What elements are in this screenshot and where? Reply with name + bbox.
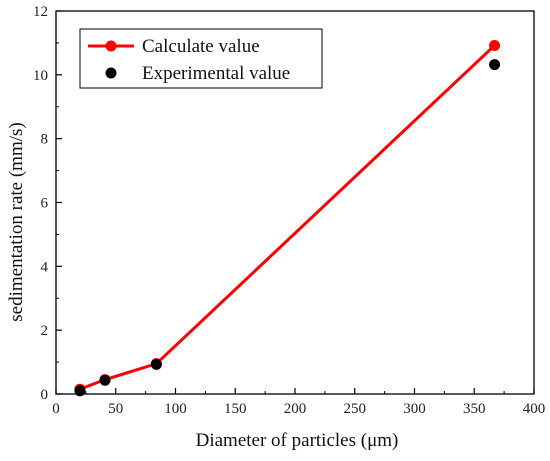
legend-box bbox=[79, 28, 323, 89]
x-tick-label-50: 50 bbox=[108, 401, 123, 417]
point-calculate-value-3 bbox=[489, 39, 501, 51]
x-tick-label-400: 400 bbox=[523, 401, 546, 417]
point-experimental-value-0 bbox=[74, 385, 86, 397]
legend-marker-experimental bbox=[105, 67, 117, 79]
legend: Calculate value Experimental value bbox=[79, 28, 323, 89]
point-experimental-value-2 bbox=[150, 358, 162, 370]
x-axis-title: Diameter of particles (μm) bbox=[196, 430, 399, 451]
y-axis-title: sedimentation rate (mm/s) bbox=[6, 122, 27, 321]
x-tick-label-200: 200 bbox=[284, 401, 307, 417]
y-tick-label-4: 4 bbox=[41, 259, 49, 275]
legend-marker-calculate bbox=[105, 40, 117, 52]
y-tick-label-12: 12 bbox=[33, 4, 48, 20]
point-experimental-value-1 bbox=[99, 374, 111, 386]
y-tick-label-6: 6 bbox=[41, 196, 49, 212]
legend-label-calculate: Calculate value bbox=[142, 36, 260, 57]
x-tick-label-0: 0 bbox=[52, 401, 60, 417]
tick-marks bbox=[55, 10, 535, 395]
x-tick-label-150: 150 bbox=[224, 401, 247, 417]
series-line-calculate-value bbox=[79, 44, 496, 391]
x-tick-label-250: 250 bbox=[344, 401, 367, 417]
point-experimental-value-3 bbox=[489, 59, 501, 71]
y-tick-label-2: 2 bbox=[41, 323, 49, 339]
x-tick-label-350: 350 bbox=[463, 401, 486, 417]
y-tick-label-8: 8 bbox=[41, 132, 49, 148]
y-tick-label-10: 10 bbox=[33, 68, 48, 84]
x-tick-label-300: 300 bbox=[403, 401, 426, 417]
tick-labels: 0 50 100 150 200 250 300 350 400 0 2 4 6 8 10 12 bbox=[33, 4, 545, 417]
legend-label-experimental: Experimental value bbox=[142, 63, 290, 84]
y-tick-label-0: 0 bbox=[41, 387, 49, 403]
x-tick-label-100: 100 bbox=[164, 401, 187, 417]
